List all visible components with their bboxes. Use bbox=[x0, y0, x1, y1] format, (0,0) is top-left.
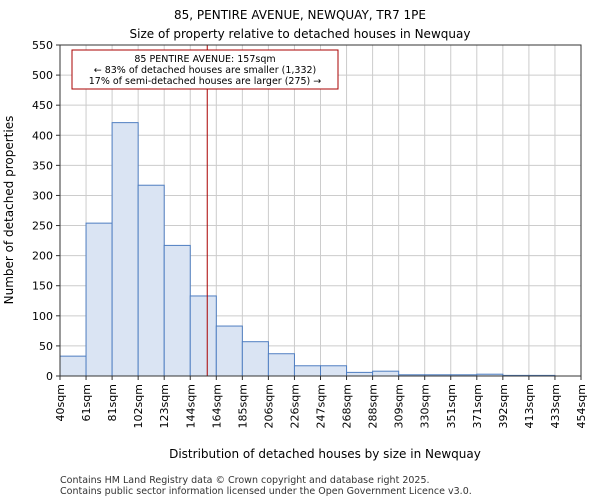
y-tick-label-2: 100 bbox=[32, 310, 53, 323]
footer-line-2: Contains public sector information licen… bbox=[60, 486, 472, 497]
x-tick-label-102sqm: 102sqm bbox=[132, 384, 145, 428]
bar-144sqm bbox=[189, 295, 217, 377]
annotation: 85 PENTIRE AVENUE: 157sqm ← 83% of detac… bbox=[71, 49, 339, 90]
y-tick-label-4: 200 bbox=[32, 250, 53, 263]
y-tick-label-10: 500 bbox=[32, 69, 53, 82]
y-axis-label: Number of detached properties bbox=[2, 116, 16, 305]
annotation-box bbox=[71, 49, 339, 90]
y-tick-label-0: 0 bbox=[46, 370, 53, 383]
x-tick-label-123sqm: 123sqm bbox=[158, 384, 171, 428]
x-tick-label-61sqm: 61sqm bbox=[80, 384, 93, 421]
x-tick-label-288sqm: 288sqm bbox=[367, 384, 380, 428]
x-tick-label-185sqm: 185sqm bbox=[236, 384, 249, 428]
footer-line-1: Contains HM Land Registry data © Crown c… bbox=[60, 475, 430, 486]
bar-226sqm bbox=[293, 365, 322, 377]
bar-123sqm bbox=[163, 244, 191, 377]
x-tick-label-226sqm: 226sqm bbox=[288, 384, 301, 428]
chart-title: 85, PENTIRE AVENUE, NEWQUAY, TR7 1PE bbox=[174, 8, 426, 22]
bar-164sqm bbox=[215, 325, 243, 377]
bar-61sqm bbox=[85, 222, 113, 377]
y-tick-label-8: 400 bbox=[32, 129, 53, 142]
x-tick-label-144sqm: 144sqm bbox=[184, 384, 197, 428]
bar-81sqm bbox=[111, 122, 139, 377]
annotation-line-3: 17% of semi-detached houses are larger (… bbox=[89, 76, 322, 87]
bar-288sqm bbox=[372, 370, 400, 377]
bar-206sqm bbox=[267, 353, 295, 377]
y-tick-label-6: 300 bbox=[32, 189, 53, 202]
y-tick-label-7: 350 bbox=[32, 159, 53, 172]
x-tick-label-309sqm: 309sqm bbox=[393, 384, 406, 428]
chart-subtitle: Size of property relative to detached ho… bbox=[130, 27, 471, 41]
x-tick-label-454sqm: 454sqm bbox=[575, 384, 588, 428]
bar-185sqm bbox=[241, 341, 269, 377]
x-tick-label-268sqm: 268sqm bbox=[341, 384, 354, 428]
x-axis-label: Distribution of detached houses by size … bbox=[169, 447, 481, 461]
x-tick-label-40sqm: 40sqm bbox=[54, 384, 67, 421]
bar-40sqm bbox=[59, 355, 87, 377]
x-tick-label-351sqm: 351sqm bbox=[445, 384, 458, 428]
annotation-line-2: ← 83% of detached houses are smaller (1,… bbox=[94, 65, 317, 76]
x-tick-label-330sqm: 330sqm bbox=[419, 384, 432, 428]
x-tick-label-164sqm: 164sqm bbox=[210, 384, 223, 428]
x-tick-labels: 40sqm 61sqm 81sqm 102sqm 123sqm 144sqm 164sqm 1… bbox=[54, 376, 588, 428]
y-tick-labels: 0 50 100 150 200 250 300 350 400 450 500 550 bbox=[32, 39, 60, 383]
x-tick-label-413sqm: 413sqm bbox=[523, 384, 536, 428]
y-tick-label-11: 550 bbox=[32, 39, 53, 52]
bar-247sqm bbox=[320, 365, 348, 377]
annotation-line-1: 85 PENTIRE AVENUE: 157sqm bbox=[134, 54, 275, 65]
bars bbox=[59, 122, 556, 377]
x-tick-label-433sqm: 433sqm bbox=[549, 384, 562, 428]
y-tick-label-5: 250 bbox=[32, 220, 53, 233]
bar-102sqm bbox=[137, 184, 165, 377]
x-tick-label-371sqm: 371sqm bbox=[471, 384, 484, 428]
y-tick-label-9: 450 bbox=[32, 99, 53, 112]
bar-268sqm bbox=[346, 371, 374, 377]
y-tick-label-3: 150 bbox=[32, 280, 53, 293]
x-tick-label-247sqm: 247sqm bbox=[315, 384, 328, 428]
x-tick-label-81sqm: 81sqm bbox=[106, 384, 119, 421]
x-tick-label-206sqm: 206sqm bbox=[262, 384, 275, 428]
x-tick-label-392sqm: 392sqm bbox=[497, 384, 510, 428]
y-tick-label-1: 50 bbox=[39, 340, 53, 353]
